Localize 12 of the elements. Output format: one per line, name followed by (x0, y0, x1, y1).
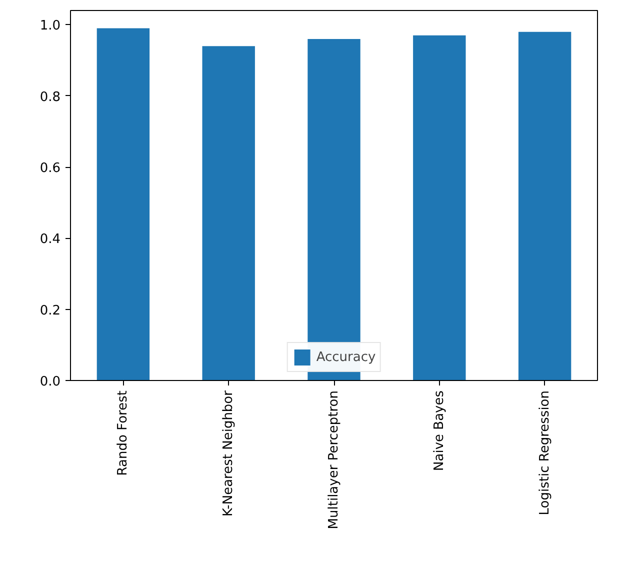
x-tick-label: Logistic Regression (537, 390, 552, 516)
y-tick-label: 0.4 (40, 232, 61, 248)
y-tick-label: 0.6 (40, 161, 61, 176)
x-tick-label: Rando Forest (116, 390, 131, 476)
y-tick-label: 0.8 (40, 90, 61, 105)
legend-label: Accuracy (316, 350, 376, 364)
x-tick-label: Naive Bayes (432, 390, 447, 471)
y-tick-label: 1.0 (40, 18, 61, 34)
y-tick-label: 0.0 (40, 374, 61, 390)
x-tick-label: Multilayer Perceptron (326, 390, 342, 530)
y-tick-label: 0.2 (40, 303, 61, 318)
x-tick-label: K-Nearest Neighbor (221, 390, 236, 516)
